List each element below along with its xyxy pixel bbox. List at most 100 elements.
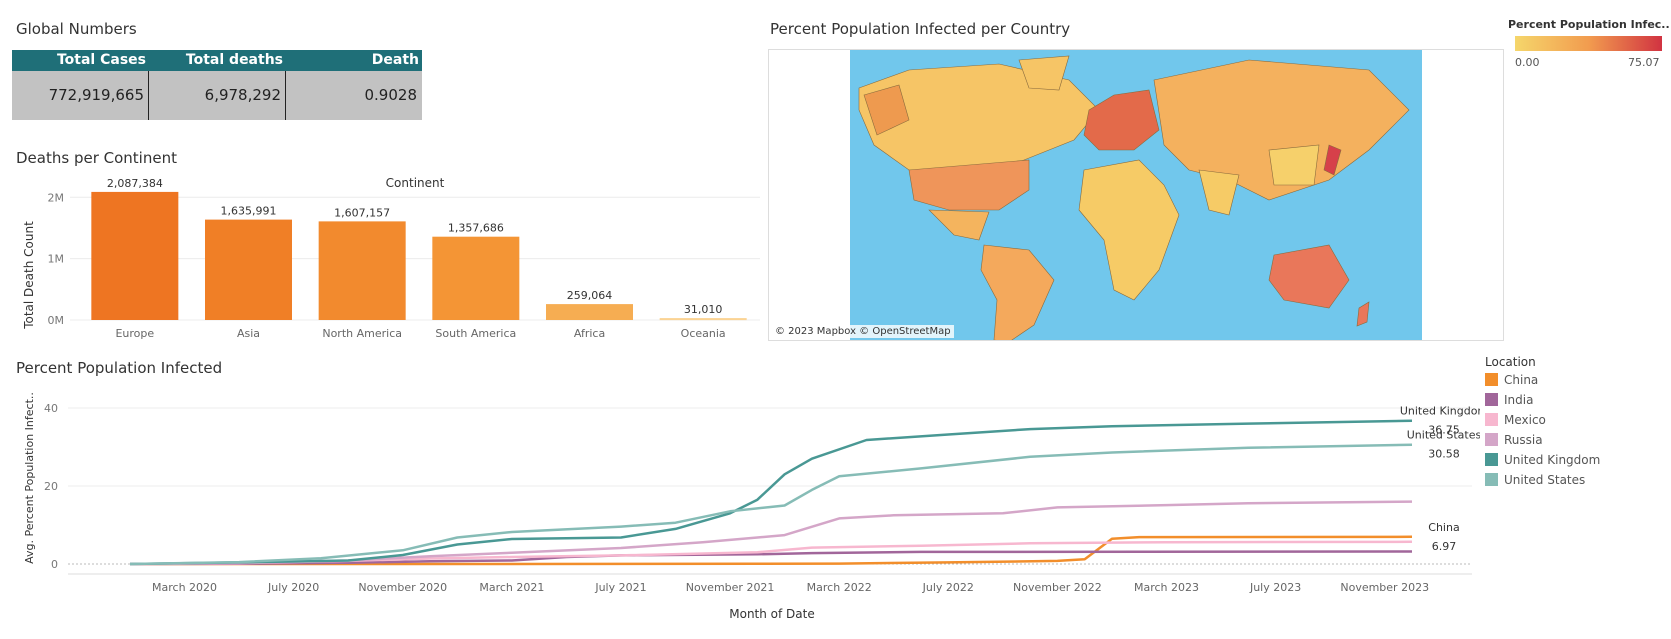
bar-value-label: 31,010 [684,303,723,316]
line-x-tick-label: July 2020 [267,581,319,594]
legend-item-mexico[interactable]: Mexico [1485,413,1546,427]
bar-value-label: 2,087,384 [107,177,163,190]
series-line-russia [129,500,1413,566]
legend-label: China [1504,373,1539,387]
value-death-percentage: 0.9028 [286,71,422,120]
bar-value-label: 1,635,991 [221,205,277,218]
series-end-name: United Kingdom [1400,405,1480,418]
legend-label: United Kingdom [1504,453,1601,467]
line-x-tick-label: November 2022 [1013,581,1102,594]
header-total-deaths: Total deaths [149,50,286,71]
line-x-tick-label: November 2021 [686,581,775,594]
line-x-tick-label: July 2021 [594,581,646,594]
series-end-value: 6.97 [1432,540,1457,553]
line-x-axis-label: Month of Date [729,607,815,621]
bar-value-label: 1,357,686 [448,222,504,235]
line-x-tick-label: March 2022 [807,581,872,594]
bar-y-tick-label: 0M [48,314,65,327]
legend-item-united-kingdom[interactable]: United Kingdom [1485,453,1600,467]
legend-swatch [1485,453,1498,466]
value-total-cases: 772,919,665 [12,71,149,120]
line-y-axis-label: Avg. Percent Population Infect.. [23,392,36,564]
north-america-land [858,63,1100,176]
bar-category-label: South America [435,327,516,340]
map-legend-title: Percent Population Infec.. [1508,18,1670,31]
series-line-united-kingdom [129,419,1413,566]
legend-label: Mexico [1504,413,1546,427]
infection-line-chart: Avg. Percent Population Infect.. Month o… [23,392,1480,621]
line-x-tick-label: November 2020 [358,581,447,594]
bar-y-tick-label: 2M [48,191,65,204]
south-america-land [980,244,1055,340]
bar-europe [91,191,179,320]
bar-chart-header: Continent [386,176,445,190]
line-y-tick-label: 20 [44,480,58,493]
india-land [1198,169,1240,216]
bar-africa [546,304,633,320]
united-states-land [908,159,1030,211]
legend-item-china[interactable]: China [1485,373,1538,387]
legend-item-india[interactable]: India [1485,393,1533,407]
legend-swatch [1485,413,1498,426]
legend-label: India [1504,393,1534,407]
cell-separator [285,71,286,120]
bar-category-label: Europe [115,327,154,340]
bar-y-axis-label: Total Death Count [22,221,36,330]
header-total-cases: Total Cases [12,50,149,71]
legend-label: Russia [1504,433,1543,447]
global-numbers-table: Total Cases Total deaths Death Percentag… [12,50,422,120]
bar-y-tick-label: 1M [48,253,65,266]
legend-swatch [1485,373,1498,386]
new-zealand-land [1356,301,1370,327]
africa-land [1078,159,1180,301]
legend-item-united-states[interactable]: United States [1485,473,1585,487]
europe-land [1083,89,1160,151]
line-y-tick-label: 40 [44,402,58,415]
legend-swatch [1485,433,1498,446]
map-legend-min: 0.00 [1515,56,1540,69]
value-total-deaths: 6,978,292 [149,71,286,120]
mexico-land [928,209,990,241]
series-end-name: China [1428,521,1459,534]
bar-category-label: Oceania [681,327,726,340]
bar-value-label: 1,607,157 [334,206,390,219]
map-attribution[interactable]: © 2023 Mapbox © OpenStreetMap [772,325,954,338]
line-x-tick-label: July 2023 [1249,581,1301,594]
korea-japan-land [1323,144,1342,176]
series-line-china [130,535,1413,566]
map-legend-gradient [1515,36,1662,51]
line-chart-title: Percent Population Infected [16,359,223,377]
map-svg [769,50,1503,340]
bar-oceania [659,318,747,321]
series-line-united-states [129,443,1413,566]
line-x-tick-label: March 2021 [479,581,544,594]
line-x-tick-label: November 2023 [1340,581,1429,594]
global-numbers-title: Global Numbers [16,20,137,38]
greenland-land [1018,55,1070,91]
legend-label: United States [1504,473,1586,487]
deaths-chart-title: Deaths per Continent [16,149,177,167]
legend-item-russia[interactable]: Russia [1485,433,1543,447]
bar-category-label: Asia [237,327,260,340]
australia-land [1268,244,1350,309]
bar-asia [205,219,292,320]
series-end-name: United States [1407,429,1480,442]
asia-land [1153,59,1410,201]
bar-category-label: North America [322,327,402,340]
world-map[interactable]: © 2023 Mapbox © OpenStreetMap [768,49,1504,341]
header-death-percentage: Death Percentage [286,50,422,89]
line-x-tick-label: July 2022 [922,581,974,594]
line-x-tick-label: March 2020 [152,581,217,594]
legend-swatch [1485,393,1498,406]
series-end-value: 36.75 [1428,424,1460,437]
china-land [1268,144,1320,186]
map-legend-max: 75.07 [1628,56,1660,69]
cell-separator [148,71,149,120]
series-end-value: 30.58 [1428,448,1460,461]
bar-north-america [318,221,406,320]
map-title: Percent Population Infected per Country [770,20,1071,38]
line-y-tick-label: 0 [51,558,58,571]
bar-category-label: Africa [574,327,605,340]
bar-value-label: 259,064 [567,289,613,302]
line-x-tick-label: March 2023 [1134,581,1199,594]
